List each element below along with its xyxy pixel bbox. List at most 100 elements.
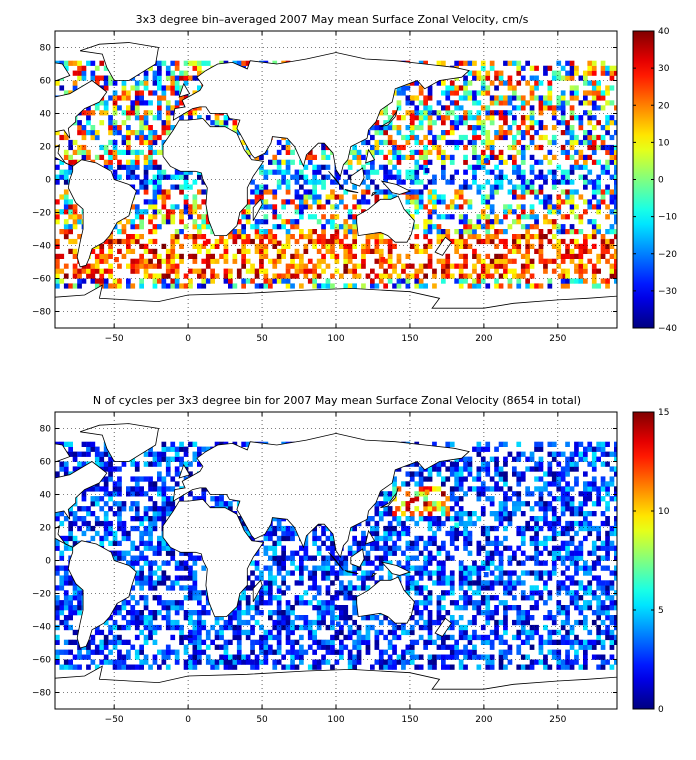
heatmap-cell	[108, 115, 113, 121]
heatmap-cell	[423, 219, 428, 225]
heatmap-cell	[55, 164, 60, 170]
heatmap-cell	[445, 139, 451, 146]
heatmap-cell	[259, 644, 264, 650]
heatmap-cell	[334, 169, 340, 175]
heatmap-cell	[259, 169, 264, 175]
heatmap-cell	[126, 530, 131, 537]
heatmap-cell	[103, 65, 109, 71]
heatmap-cell	[117, 659, 122, 665]
heatmap-cell	[556, 100, 562, 106]
heatmap-cell	[90, 639, 96, 645]
heatmap-cell	[121, 520, 127, 527]
heatmap-cell	[99, 639, 105, 645]
heatmap-cell	[86, 263, 91, 269]
heatmap-cell	[201, 224, 207, 230]
heatmap-cell	[228, 268, 233, 274]
heatmap-cell	[126, 90, 131, 96]
heatmap-cell	[525, 130, 530, 136]
heatmap-cell	[86, 506, 91, 512]
heatmap-cell	[596, 95, 601, 101]
heatmap-cell	[396, 90, 402, 96]
heatmap-cell	[614, 144, 617, 151]
heatmap-cell	[583, 179, 588, 185]
heatmap-cell	[343, 253, 349, 259]
heatmap-cell	[583, 75, 588, 81]
heatmap-cell	[583, 139, 588, 146]
heatmap-cell	[454, 204, 459, 210]
heatmap-cell	[148, 481, 153, 487]
heatmap-cell	[112, 639, 118, 645]
heatmap-cell	[121, 110, 127, 116]
heatmap-cell	[503, 60, 508, 66]
heatmap-cell	[201, 619, 207, 626]
heatmap-cell	[281, 224, 286, 230]
heatmap-cell	[94, 629, 100, 636]
heatmap-cell	[516, 248, 522, 254]
heatmap-cell	[108, 649, 113, 655]
heatmap-cell	[436, 224, 442, 230]
heatmap-cell	[498, 179, 504, 185]
heatmap-cell	[121, 535, 127, 542]
heatmap-cell	[134, 525, 140, 532]
heatmap-cell	[205, 654, 211, 660]
heatmap-cell	[343, 590, 349, 596]
heatmap-cell	[330, 580, 335, 586]
heatmap-cell	[321, 555, 326, 561]
heatmap-cell	[170, 105, 176, 111]
heatmap-cell	[174, 624, 180, 631]
heatmap-cell	[59, 134, 65, 141]
heatmap-cell	[259, 575, 264, 581]
heatmap-cell	[396, 125, 402, 131]
heatmap-cell	[489, 209, 495, 215]
heatmap-cell	[197, 65, 202, 71]
heatmap-cell	[143, 580, 149, 586]
heatmap-cell	[334, 629, 340, 636]
heatmap-cell	[139, 659, 144, 665]
heatmap-cell	[94, 65, 100, 71]
heatmap-cell	[418, 149, 424, 155]
heatmap-cell	[174, 605, 180, 611]
heatmap-cell	[316, 664, 322, 670]
heatmap-cell	[330, 600, 335, 606]
heatmap-cell	[161, 516, 167, 522]
heatmap-cell	[547, 258, 553, 264]
heatmap-cell	[126, 664, 131, 670]
heatmap-cell	[423, 144, 428, 151]
heatmap-cell	[139, 139, 144, 146]
heatmap-cell	[454, 100, 459, 106]
heatmap-cell	[59, 619, 65, 626]
heatmap-cell	[418, 90, 424, 96]
heatmap-cell	[503, 243, 508, 249]
heatmap-cell	[134, 501, 140, 507]
heatmap-cell	[405, 263, 411, 269]
heatmap-cell	[63, 600, 69, 606]
heatmap-cell	[86, 649, 91, 655]
heatmap-cell	[307, 619, 313, 626]
heatmap-cell	[272, 224, 278, 230]
heatmap-cell	[480, 224, 486, 230]
heatmap-cell	[161, 243, 167, 249]
heatmap-cell	[356, 273, 362, 279]
heatmap-cell	[485, 263, 491, 269]
heatmap-cell	[423, 100, 428, 106]
heatmap-cell	[134, 486, 140, 492]
heatmap-cell	[556, 60, 562, 66]
heatmap-cell	[489, 258, 495, 264]
heatmap-cell	[374, 258, 380, 264]
heatmap-cell	[179, 229, 184, 235]
heatmap-cell	[143, 139, 149, 146]
heatmap-cell	[307, 194, 313, 200]
heatmap-cell	[245, 214, 251, 220]
heatmap-cell	[241, 590, 246, 596]
heatmap-cell	[396, 130, 402, 136]
heatmap-cell	[281, 560, 286, 566]
heatmap-cell	[272, 169, 278, 175]
heatmap-cell	[574, 204, 579, 210]
heatmap-cell	[214, 615, 220, 621]
heatmap-cell	[485, 110, 491, 116]
heatmap-cell	[134, 624, 140, 631]
heatmap-cell	[214, 115, 220, 121]
heatmap-cell	[560, 120, 566, 126]
heatmap-cell	[405, 110, 411, 116]
heatmap-cell	[396, 149, 402, 155]
